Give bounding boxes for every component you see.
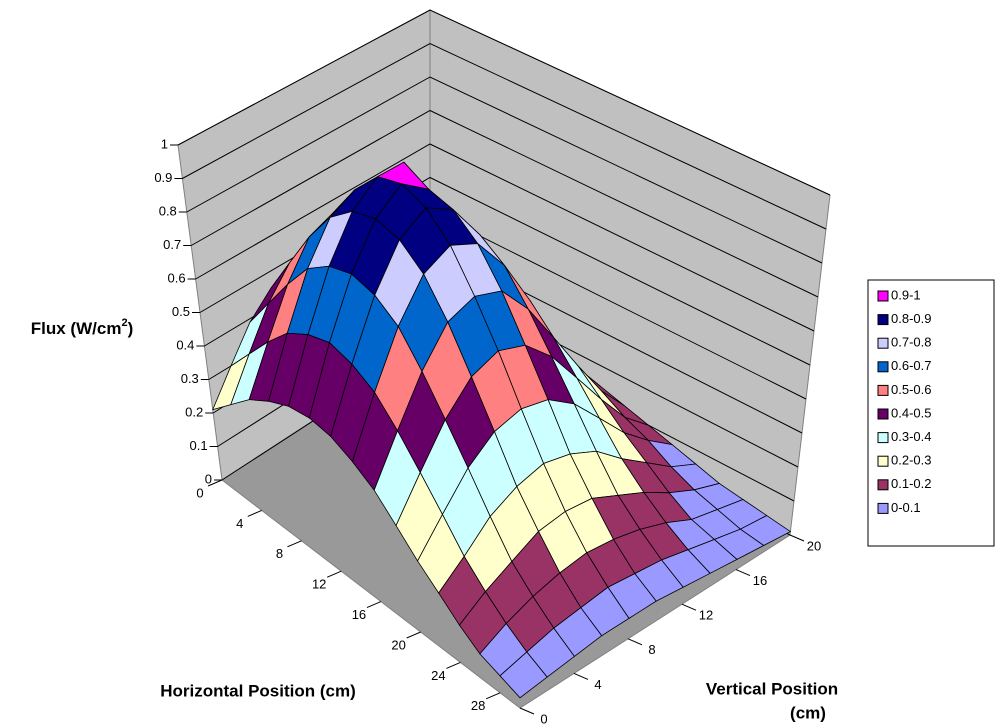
legend-swatch <box>877 455 889 467</box>
legend-swatch <box>877 432 889 444</box>
z-tick-label: 0 <box>205 471 212 486</box>
z-title-part: ) <box>128 319 134 338</box>
grid-line <box>182 42 827 230</box>
legend-swatch <box>877 502 889 514</box>
x-tick-label: 12 <box>312 577 326 592</box>
legend-label: 0.2-0.3 <box>891 453 931 468</box>
y-axis-title: (cm) <box>790 703 826 722</box>
x-tick-label: 4 <box>236 516 243 531</box>
z-tick-label: 0.6 <box>168 270 186 285</box>
legend-label: 0.8-0.9 <box>891 311 931 326</box>
x-tick <box>327 570 342 578</box>
y-tick <box>519 707 535 715</box>
grid-line <box>199 176 811 366</box>
legend-swatch <box>877 337 889 349</box>
y-tick <box>573 672 589 680</box>
y-tick-label: 4 <box>594 677 601 692</box>
x-axis-title: Horizontal Position (cm) <box>160 681 356 700</box>
z-tick-label: 0.9 <box>154 170 172 185</box>
legend: 0-0.1 0.1-0.2 0.2-0.3 0.3-0.4 0.4-0.5 0.5-0.6… <box>877 287 931 515</box>
z-tick-label: 0.2 <box>185 404 203 419</box>
legend-label: 0.5-0.6 <box>891 382 931 397</box>
y-tick <box>681 603 697 611</box>
legend-label: 0-0.1 <box>891 500 921 515</box>
x-tick-label: 28 <box>471 698 485 713</box>
y-tick-label: 8 <box>648 642 655 657</box>
x-tick-label: 24 <box>431 668 445 683</box>
legend-box <box>867 279 995 547</box>
x-tick <box>207 479 223 487</box>
legend-swatch <box>877 479 889 491</box>
legend-swatch <box>877 314 889 326</box>
y-tick-label: 12 <box>699 608 713 623</box>
legend-label: 0.7-0.8 <box>891 335 931 350</box>
z-tick-label: 1 <box>161 136 168 151</box>
legend-swatch <box>877 408 889 420</box>
x-tick-label: 0 <box>196 485 203 500</box>
x-tick-label: 8 <box>276 546 283 561</box>
z-tick-label: 0.5 <box>172 304 190 319</box>
z-tick-label: 0.4 <box>176 337 194 352</box>
grid-line <box>195 143 815 332</box>
labels: 0 0.1 0.2 0.3 0.4 0.5 0.6 0.7 0.8 0.9 1 0 4 8 12 16 20 24… <box>154 136 821 725</box>
x-tick <box>287 540 302 548</box>
z-tick-label: 0.1 <box>190 438 208 453</box>
y-tick-label: 20 <box>807 538 821 553</box>
legend-label: 0.3-0.4 <box>891 429 931 444</box>
z-tick-label: 0.3 <box>181 371 199 386</box>
z-title-part: Flux (W/cm <box>31 319 122 338</box>
legend-swatch <box>877 384 889 396</box>
x-tick <box>446 661 461 669</box>
z-tick-label: 0.7 <box>163 237 181 252</box>
legend-label: 0.9-1 <box>891 287 921 302</box>
y-tick-label: 16 <box>753 573 767 588</box>
z-axis-title: Flux (W/cm2) <box>31 317 133 339</box>
x-tick <box>485 692 501 700</box>
surface <box>212 161 792 699</box>
legend-swatch <box>877 290 889 302</box>
x-tick <box>366 601 382 609</box>
legend-label: 0.4-0.5 <box>891 405 931 420</box>
z-title-sup: 2 <box>121 317 127 329</box>
y-tick <box>789 534 805 542</box>
legend-swatch <box>877 361 889 373</box>
legend-label: 0.1-0.2 <box>891 476 931 491</box>
x-tick <box>247 509 262 517</box>
legend-label: 0.6-0.7 <box>891 358 931 373</box>
z-tick-label: 0.8 <box>159 203 177 218</box>
y-tick <box>627 638 643 646</box>
y-tick-label: 0 <box>540 711 547 725</box>
y-axis-title: Vertical Position <box>706 679 838 698</box>
grid-line <box>186 76 823 264</box>
x-tick-label: 16 <box>352 607 366 622</box>
grid-line <box>177 9 831 196</box>
surface-patch <box>499 651 548 699</box>
grid-line <box>190 109 819 298</box>
x-tick-label: 20 <box>391 637 405 652</box>
x-tick <box>406 631 421 639</box>
y-tick <box>735 569 751 577</box>
